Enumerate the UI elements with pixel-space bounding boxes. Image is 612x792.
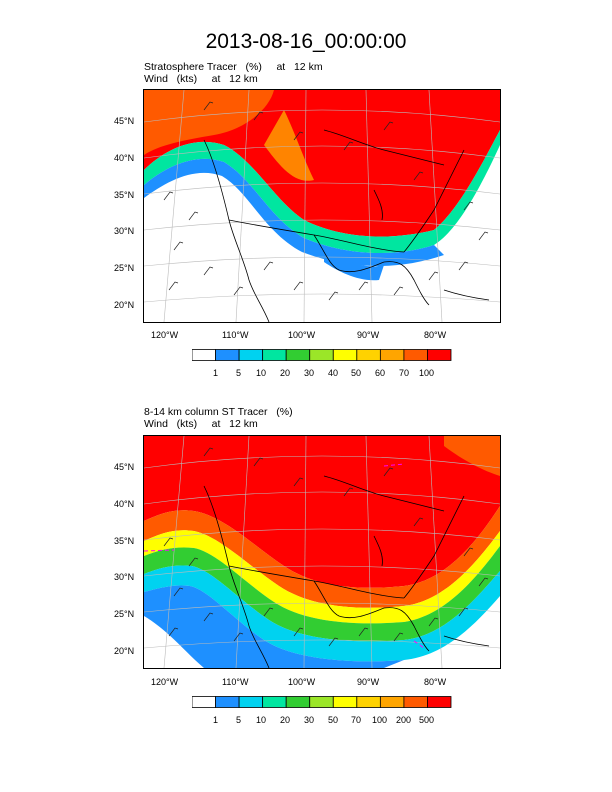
column-field-yellow <box>144 530 500 624</box>
tracer-field-orange <box>144 90 274 155</box>
bottom-cb-label-0: 1 <box>213 715 219 725</box>
top-panel-label-1: Stratosphere Tracer (%) at 12 km <box>144 61 323 73</box>
top-cb-label-9: 100 <box>419 368 435 378</box>
bottom-colorbar-box-10 <box>427 696 452 708</box>
wind-barbs <box>163 101 489 301</box>
bottom-cb-label-1: 5 <box>236 715 242 725</box>
bottom-colorbar-box-5 <box>309 696 334 708</box>
top-lat-25: 25°N <box>114 263 135 273</box>
top-cb-label-5: 40 <box>328 368 339 378</box>
top-panel-label-2: Wind (kts) at 12 km <box>144 73 258 85</box>
top-colorbar <box>192 349 452 361</box>
bottom-lat-25: 25°N <box>114 609 135 619</box>
bottom-colorbar-box-9 <box>403 696 428 708</box>
bottom-lon-120: 120°W <box>151 677 179 687</box>
bottom-cb-label-8: 200 <box>396 715 412 725</box>
top-colorbar-box-5 <box>309 349 334 361</box>
bottom-colorbar-box-6 <box>332 696 358 708</box>
bottom-colorbar <box>192 696 452 708</box>
top-lat-30: 30°N <box>114 226 135 236</box>
bottom-colorbar-box-7 <box>356 696 381 708</box>
wind-barbs <box>163 447 489 647</box>
bottom-lat-40: 40°N <box>114 499 135 509</box>
top-lat-45: 45°N <box>114 116 135 126</box>
graticule <box>144 90 500 322</box>
top-lon-110: 110°W <box>222 330 249 340</box>
column-field-green <box>144 546 500 642</box>
top-cb-label-0: 1 <box>213 368 219 378</box>
magenta-contours <box>144 463 425 649</box>
bottom-lon-100: 100°W <box>288 677 316 687</box>
bottom-lat-20: 20°N <box>114 646 135 656</box>
top-lon-80: 80°W <box>424 330 447 340</box>
top-colorbar-box-2 <box>238 349 264 361</box>
bottom-cb-label-2: 10 <box>256 715 267 725</box>
bottom-map[interactable] <box>143 435 501 669</box>
top-colorbar-box-3 <box>262 349 287 361</box>
column-field-blue <box>144 585 404 668</box>
top-lat-20: 20°N <box>114 300 135 310</box>
top-lon-90: 90°W <box>357 330 380 340</box>
column-field-red <box>144 436 500 588</box>
bottom-cb-label-6: 70 <box>351 715 362 725</box>
top-map-canvas <box>144 90 500 322</box>
bottom-cb-label-5: 50 <box>328 715 339 725</box>
bottom-colorbar-box-2 <box>238 696 264 708</box>
graticule <box>144 436 500 668</box>
coastlines <box>203 129 490 322</box>
bottom-cb-label-3: 20 <box>280 715 291 725</box>
top-cb-label-8: 70 <box>399 368 410 378</box>
page-title: 2013-08-16_00:00:00 <box>205 30 407 53</box>
bottom-lat-30: 30°N <box>114 572 135 582</box>
top-colorbar-box-7 <box>356 349 381 361</box>
bottom-colorbar-box-3 <box>262 696 287 708</box>
bottom-panel-label-2: Wind (kts) at 12 km <box>144 418 258 430</box>
column-field-cyan <box>144 565 500 662</box>
bottom-colorbar-box-4 <box>285 696 311 708</box>
bottom-cb-label-7: 100 <box>372 715 388 725</box>
top-map[interactable] <box>143 89 501 323</box>
bottom-colorbar-boxes <box>192 696 452 708</box>
bottom-panel-label-1: 8-14 km column ST Tracer (%) <box>144 406 293 418</box>
bottom-lon-80: 80°W <box>424 677 447 687</box>
bottom-lon-110: 110°W <box>222 677 249 687</box>
bottom-lat-45: 45°N <box>114 462 135 472</box>
bottom-cb-label-4: 30 <box>304 715 315 725</box>
top-lon-100: 100°W <box>288 330 316 340</box>
coastlines <box>203 475 490 668</box>
bottom-lon-90: 90°W <box>357 677 380 687</box>
top-colorbar-box-1 <box>215 349 240 361</box>
bottom-colorbar-box-8 <box>379 696 405 708</box>
top-colorbar-box-4 <box>285 349 311 361</box>
bottom-cb-label-9: 500 <box>419 715 435 725</box>
bottom-lat-35: 35°N <box>114 536 135 546</box>
top-cb-label-1: 5 <box>236 368 242 378</box>
tracer-field-orange-2 <box>264 110 314 181</box>
bottom-colorbar-box-0 <box>192 696 216 708</box>
top-lon-120: 120°W <box>151 330 179 340</box>
top-cb-label-3: 20 <box>280 368 291 378</box>
top-cb-label-2: 10 <box>256 368 267 378</box>
top-colorbar-box-6 <box>332 349 358 361</box>
top-colorbar-boxes <box>192 349 452 361</box>
top-lat-40: 40°N <box>114 153 135 163</box>
top-cb-label-7: 60 <box>375 368 386 378</box>
top-colorbar-box-0 <box>192 349 216 361</box>
tracer-field-blue-2 <box>324 250 384 281</box>
tracer-field-band <box>144 130 500 254</box>
top-colorbar-box-10 <box>427 349 452 361</box>
bottom-map-canvas <box>144 436 500 668</box>
top-colorbar-box-8 <box>379 349 405 361</box>
tracer-field-blue <box>144 158 444 267</box>
top-colorbar-box-9 <box>403 349 428 361</box>
top-cb-label-4: 30 <box>304 368 315 378</box>
top-cb-label-6: 50 <box>351 368 362 378</box>
bottom-colorbar-box-1 <box>215 696 240 708</box>
top-lat-35: 35°N <box>114 190 135 200</box>
